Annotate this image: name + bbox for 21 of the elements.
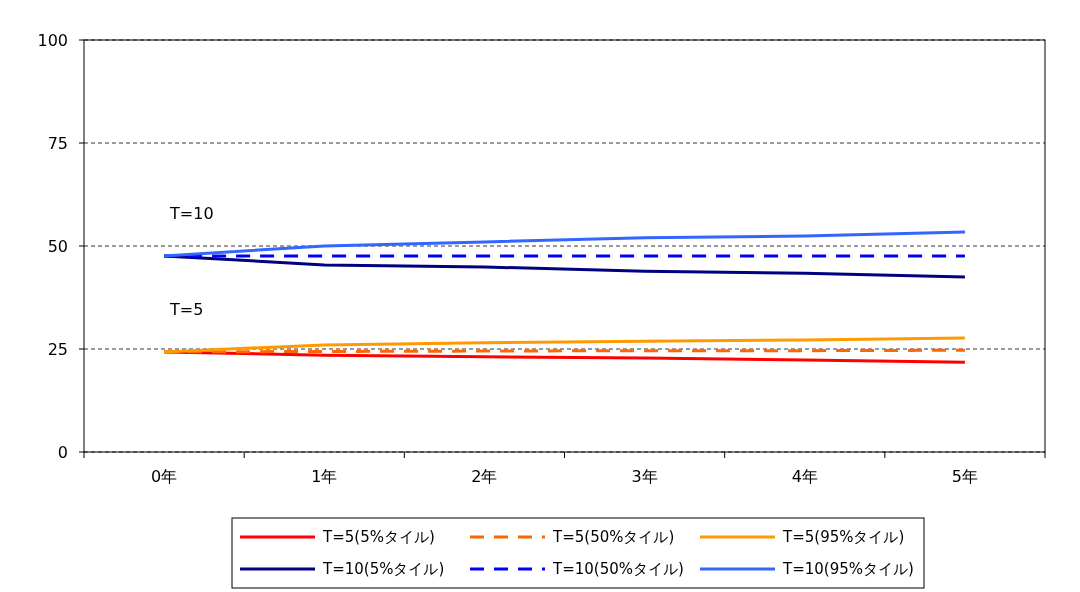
line-series	[162, 336, 967, 354]
legend-label: T=5(50%タイル)	[552, 528, 675, 546]
x-tick-label: 1年	[311, 467, 338, 486]
x-tick-label: 3年	[631, 467, 658, 486]
x-tick-label: 4年	[791, 467, 818, 486]
y-tick-label: 0	[57, 442, 68, 462]
y-tick-label: 50	[47, 236, 68, 256]
x-tick-label: 2年	[471, 467, 498, 486]
legend-label: T=5(95%タイル)	[782, 528, 905, 546]
y-tick-label: 100	[37, 30, 68, 50]
legend-label: T=10(50%タイル)	[552, 560, 684, 578]
y-tick-label: 75	[47, 133, 68, 153]
x-tick-label: 0年	[150, 467, 178, 486]
annotation: T=10	[169, 204, 214, 224]
annotation: T=5	[169, 300, 204, 320]
y-tick-label: 25	[47, 339, 68, 359]
legend-label: T=10(5%タイル)	[322, 560, 445, 578]
legend-label: T=10(95%タイル)	[782, 560, 914, 578]
x-tick-label: 5年	[951, 467, 979, 486]
line-series	[162, 230, 967, 258]
legend-label: T=5(5%タイル)	[322, 528, 435, 546]
